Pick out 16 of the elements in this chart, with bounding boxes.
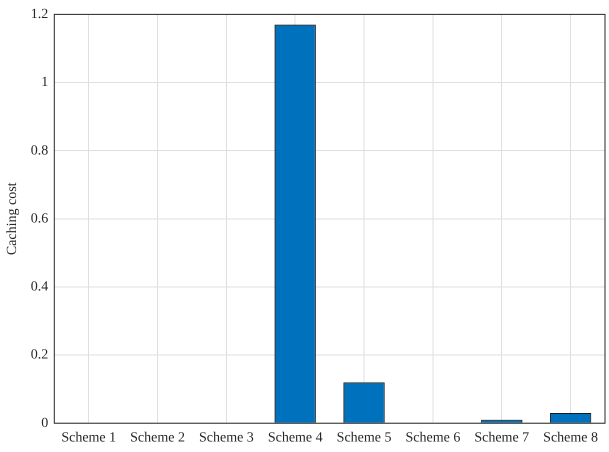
x-tick-label: Scheme 2 [130,430,185,446]
y-tick-label: 0.2 [30,348,48,363]
x-tick-label: Scheme 7 [474,430,530,446]
y-tick-label: 0.6 [30,211,48,226]
x-tick-label: Scheme 8 [543,430,598,446]
x-tick-label: Scheme 3 [198,430,254,446]
y-tick-label: 1.2 [30,7,48,22]
x-tick-label: Scheme 6 [405,430,460,446]
y-tick-label: 0.4 [30,280,48,295]
y-tick-label: 0.8 [30,143,48,158]
y-tick-label: 0 [41,416,48,431]
x-tick-label: Scheme 1 [61,430,116,446]
x-tick-label: Scheme 4 [268,430,323,446]
x-tick-label: Scheme 5 [336,430,392,446]
y-axis-title: Caching cost [5,182,20,256]
y-tick-label: 1 [41,75,48,90]
